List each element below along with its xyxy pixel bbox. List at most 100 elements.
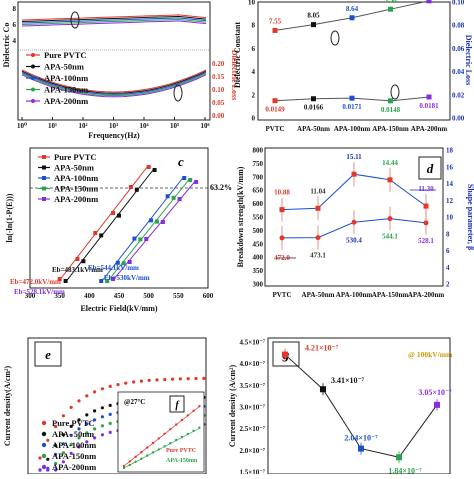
panel-a-legend-marker	[31, 99, 35, 103]
panel-e-point	[93, 418, 97, 422]
panel-d-ytick: 500	[253, 227, 264, 235]
panel-e-point	[163, 377, 167, 382]
panel-d-breakdown-point	[351, 219, 357, 225]
panel-d-yr-tick: 4	[446, 264, 450, 272]
panel-e-point	[54, 468, 58, 472]
panel-e-point	[93, 409, 97, 413]
panel-e-point	[108, 412, 112, 416]
panel-e-point	[100, 406, 104, 410]
panel-c-fit-line	[112, 179, 197, 281]
panel-c-legend-marker	[42, 186, 46, 191]
panel-b-loss-label: 0.0181	[419, 102, 439, 110]
panel-c-legend-item: APA-100nm	[54, 173, 98, 183]
panel-c-point	[75, 257, 80, 261]
panel-f-legend-0: Pure PVTC	[166, 448, 196, 454]
panel-e-point	[38, 456, 42, 460]
panel-e-point	[139, 379, 143, 383]
panel-d-shape-label: 10.88	[274, 189, 290, 197]
panel-a-yl-tick: 4	[13, 37, 17, 45]
panel-b-constant-label: 7.55	[269, 17, 282, 25]
panel-c-legend-marker	[42, 155, 46, 159]
panel-d-ytick: 750	[253, 160, 264, 168]
panel-b-constant-point	[426, 0, 432, 4]
panel-b-xtick: APA-50nm	[297, 125, 330, 133]
panel-f-frame	[117, 391, 205, 473]
panel-c-point	[165, 194, 170, 199]
panel-e-point	[77, 427, 81, 431]
panel-c-point	[99, 279, 104, 283]
panel-c-point	[182, 176, 187, 180]
panel-c-point	[188, 178, 193, 182]
panel-b-loss-label: 0.0148	[381, 106, 401, 114]
panel-d-yr-tick: 14	[446, 180, 454, 188]
panel-d-ytick: 550	[253, 214, 264, 222]
panel-e-point	[38, 468, 42, 472]
panel-e-point	[85, 413, 89, 417]
panel-d-breakdown-point	[315, 235, 321, 241]
panel-e-point	[69, 451, 73, 455]
panel-g-label: 4.21×10⁻⁷	[305, 344, 339, 353]
panel-b-xtick: APA-100nm	[334, 125, 371, 133]
panel-c-xtick: 350	[54, 292, 65, 300]
panel-e-point	[100, 424, 104, 428]
panel-b-ytick: 0	[252, 115, 256, 123]
panel-c-point	[171, 195, 176, 200]
panel-d-letter: d	[427, 161, 434, 176]
panel-g: Current density (A/cm²) g @ 100kV/mm 1.5…	[228, 337, 453, 477]
panel-d-shape-label: 15.11	[346, 153, 362, 161]
panel-e-legend-item: APA- 50nm	[52, 429, 94, 439]
panel-g-label: 3.41×10⁻⁷	[331, 376, 365, 385]
panel-a-ylabel-left: Dielectric Co	[2, 23, 11, 68]
panel-a-xtick: 10³	[109, 122, 118, 130]
panel-a-yl-tick: 6	[13, 21, 17, 29]
panel-e-point	[61, 414, 65, 418]
panel-c-annotation: 63.2%	[210, 183, 232, 192]
panel-g-label: 3.05×10⁻⁷	[418, 388, 452, 397]
panel-a-legend-item: Pure PVTC	[44, 50, 87, 60]
panel-e-legend-item: Pure PVTC	[52, 418, 95, 428]
panel-d-xtick: APA-200nm	[408, 291, 445, 299]
panel-g-point	[358, 445, 364, 452]
panel-a-loss-curve	[21, 71, 207, 95]
panel-d-shape-label: 14.44	[382, 159, 398, 167]
panel-d-ylabel-left: Breakdown strength(kV/mm)	[236, 166, 245, 267]
panel-a-xlabel: Frequency(Hz)	[88, 131, 140, 140]
panel-c-point	[160, 220, 165, 224]
panel-c-fit-line	[106, 177, 191, 283]
panel-e-point	[93, 390, 97, 394]
panel-c-frame	[29, 147, 209, 289]
panel-e-legend-item: APA-200nm	[52, 462, 96, 472]
panel-a-constant-curve	[21, 15, 207, 22]
panel-a-constant-curve	[21, 18, 207, 25]
panel-b-yr-tick: 0.00	[452, 115, 465, 123]
panel-d-shape-point	[387, 177, 393, 183]
panel-c-eb-label: Eb=528.1kV/mm	[14, 288, 65, 296]
panel-b-ytick: 8	[252, 22, 256, 30]
panel-c-point	[111, 277, 116, 281]
panel-c-legend-item: APA-150nm	[54, 184, 98, 194]
panel-b-yr-tick: 0.08	[452, 22, 465, 30]
panel-e-letter: e	[45, 347, 51, 362]
panel-b-ylabel-right: Dielectric Loss	[464, 35, 473, 85]
panel-e-point	[77, 418, 81, 422]
panel-b-xtick: APA-200nm	[411, 125, 448, 133]
panel-b-loss-point	[426, 94, 432, 100]
panel-g-ylabel: Current density (A/cm²)	[228, 365, 237, 448]
panel-e-point	[77, 436, 81, 440]
panel-d-breakdown-point	[279, 235, 285, 241]
panel-e-point	[54, 452, 58, 457]
panel-b-yr-tick: 0.06	[452, 45, 465, 53]
panel-c-point	[138, 237, 143, 242]
panel-e-point	[54, 443, 58, 448]
panel-d-shape-point	[423, 203, 429, 209]
panel-b-constant-label: 8.64	[346, 5, 359, 13]
panel-e-legend-item: APA-150nm	[52, 451, 96, 461]
panel-e-point	[46, 438, 50, 442]
panel-f-annotation: @27°C	[124, 398, 145, 406]
panel-c-point	[81, 259, 86, 264]
panel-e-point	[93, 436, 97, 440]
panel-g-annotation: @ 100kV/mm	[408, 350, 453, 359]
panel-c-legend-marker	[42, 176, 46, 180]
